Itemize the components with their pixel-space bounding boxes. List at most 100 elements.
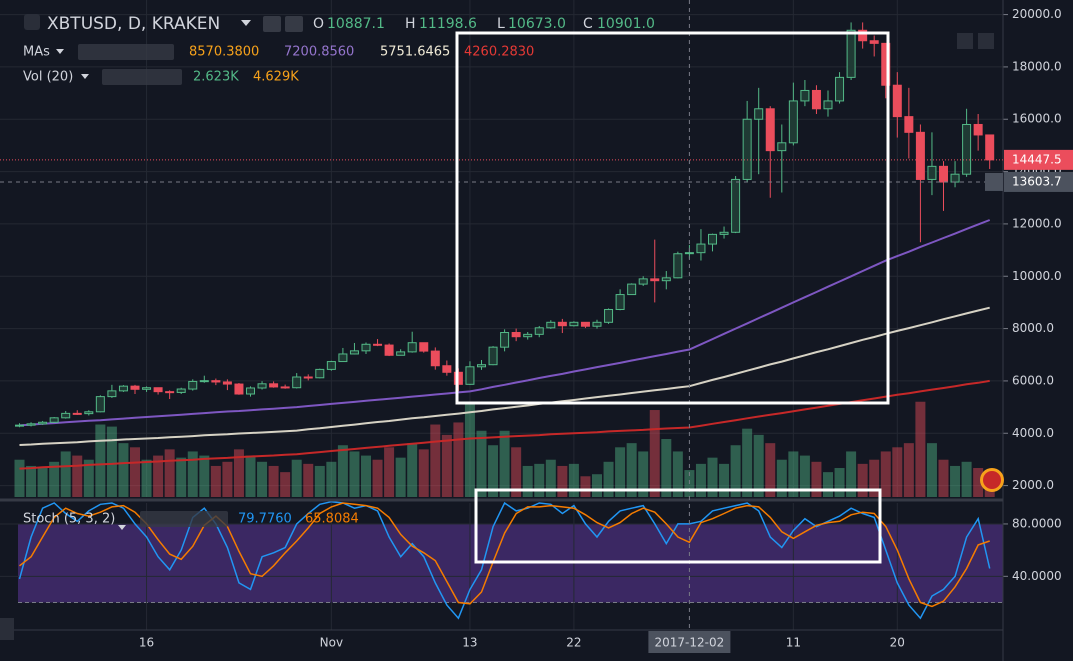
symbol: XBTUSD, D, KRAKEN bbox=[47, 14, 220, 34]
y-tick-label: 20000.0 bbox=[1012, 7, 1062, 21]
volume-bar bbox=[742, 428, 753, 497]
y-tick-label: 40.0000 bbox=[1012, 569, 1062, 583]
candle-body bbox=[511, 332, 521, 338]
volume-bar bbox=[753, 434, 764, 497]
x-tick-label: 22 bbox=[566, 636, 581, 650]
stoch-icons[interactable] bbox=[140, 511, 228, 527]
candle-body bbox=[176, 388, 186, 393]
volume-bar bbox=[892, 447, 903, 497]
candle-body bbox=[361, 343, 371, 352]
volume-bar bbox=[72, 455, 83, 497]
icon-settings[interactable] bbox=[285, 16, 303, 32]
candle-body bbox=[142, 387, 152, 390]
candle-body bbox=[627, 283, 637, 296]
ma-legend-value: 7200.8560 bbox=[284, 45, 354, 60]
volume-bar bbox=[430, 424, 441, 497]
ma-legend-value: 4260.2830 bbox=[464, 45, 534, 60]
volume-bar bbox=[164, 449, 175, 497]
volume-bar bbox=[488, 445, 499, 497]
volume-bar bbox=[857, 463, 868, 497]
candle-body bbox=[315, 368, 325, 379]
last-price-tag bbox=[1004, 149, 1073, 170]
volume-bar bbox=[60, 451, 71, 497]
candle-body bbox=[973, 123, 983, 136]
candle-body bbox=[303, 376, 313, 379]
volume-bar bbox=[130, 447, 140, 497]
volume-bar bbox=[222, 461, 233, 497]
ma-legend-value: 8570.3800 bbox=[189, 45, 259, 60]
y-tick-label: 80.0000 bbox=[1012, 516, 1062, 530]
legend-header: XBTUSD, D, KRAKEN O 10887.1 H 11198.6 L … bbox=[23, 14, 1004, 530]
volume-bar bbox=[291, 459, 302, 497]
candle-body bbox=[742, 118, 752, 180]
volume-bar bbox=[926, 443, 937, 497]
candle-body bbox=[708, 233, 717, 245]
candle-body bbox=[15, 424, 24, 427]
annotation-box bbox=[474, 488, 882, 564]
stoch-d-value: 65.8084 bbox=[305, 512, 359, 527]
volume-bar bbox=[823, 472, 833, 497]
volume-bar bbox=[384, 447, 395, 497]
volume-bar bbox=[176, 457, 187, 497]
candle-body bbox=[292, 376, 302, 389]
icon-eye[interactable] bbox=[263, 16, 281, 32]
ohlc-key: O bbox=[313, 16, 324, 32]
volume-bar bbox=[407, 443, 418, 497]
volume-bar bbox=[580, 476, 591, 497]
dropdown-arrow[interactable] bbox=[118, 525, 126, 530]
candle-body bbox=[500, 332, 510, 348]
x-tick-label: Nov bbox=[320, 636, 343, 650]
candle-body bbox=[811, 89, 821, 110]
crosshair-price-label: 13603.7 bbox=[1012, 174, 1062, 188]
vol-icons[interactable] bbox=[102, 69, 182, 85]
candle-body bbox=[869, 40, 879, 44]
ohlc-value: 11198.6 bbox=[419, 16, 477, 32]
candle-body bbox=[615, 294, 625, 310]
volume-bar bbox=[973, 468, 984, 497]
volume-bar bbox=[453, 422, 464, 497]
annotation-box bbox=[455, 31, 890, 405]
crosshair-plus bbox=[985, 172, 1003, 191]
volume-bar bbox=[395, 457, 406, 497]
candle-body bbox=[61, 412, 71, 419]
volume-bar bbox=[268, 465, 279, 497]
candle-body bbox=[257, 383, 267, 389]
candle-body bbox=[650, 278, 660, 282]
dropdown-arrow[interactable] bbox=[81, 74, 89, 79]
volume-bar bbox=[464, 401, 475, 497]
candle-body bbox=[800, 89, 810, 102]
x-tick-label: 16 bbox=[139, 636, 154, 650]
candle-body bbox=[546, 321, 556, 329]
candle-body bbox=[881, 42, 891, 86]
y-tick-label: 8000.0 bbox=[1012, 321, 1054, 335]
volume-bar bbox=[118, 443, 129, 497]
volume-bar bbox=[707, 457, 718, 497]
y-tick-label: 16000.0 bbox=[1012, 112, 1062, 126]
scroll-button[interactable] bbox=[957, 33, 973, 49]
vol-legend-value: 2.623K bbox=[193, 70, 239, 85]
x-tick-label: 2017-12-02 bbox=[655, 636, 725, 650]
candle-body bbox=[118, 385, 128, 392]
candle-body bbox=[407, 342, 417, 353]
volume-bar bbox=[592, 474, 602, 497]
dropdown-arrow[interactable] bbox=[56, 49, 64, 54]
candle-body bbox=[661, 277, 671, 282]
candle-body bbox=[488, 346, 498, 366]
candle-body bbox=[592, 321, 602, 327]
ma-icons[interactable] bbox=[78, 44, 174, 60]
icon[interactable] bbox=[24, 14, 40, 30]
dropdown-arrow[interactable] bbox=[241, 20, 251, 26]
volume-bar bbox=[26, 465, 37, 497]
candle-body bbox=[638, 278, 648, 285]
volume-bar bbox=[372, 459, 383, 497]
volume-bar bbox=[233, 449, 244, 497]
volume-bar bbox=[961, 461, 972, 497]
volume-bar bbox=[730, 445, 741, 497]
scroll-handle[interactable] bbox=[0, 618, 14, 640]
scroll-button[interactable] bbox=[978, 33, 994, 49]
volume-bar bbox=[511, 447, 522, 497]
volume-bar bbox=[615, 447, 626, 497]
volume-bar bbox=[626, 443, 637, 497]
volume-bar bbox=[499, 430, 510, 497]
candle-body bbox=[823, 100, 833, 110]
